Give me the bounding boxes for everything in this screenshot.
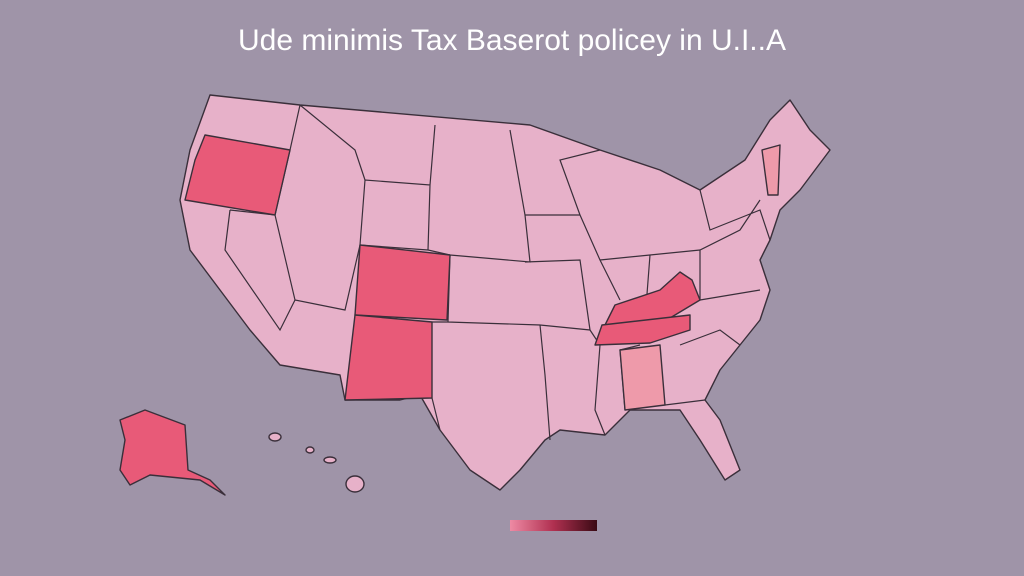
alabama — [619, 344, 666, 411]
tennessee — [594, 314, 691, 346]
new-mexico — [344, 314, 433, 401]
oregon — [184, 134, 291, 216]
map-title: Ude minimis Tax Baserot policey in U.I..… — [238, 24, 786, 57]
vermont — [761, 144, 781, 196]
contiguous-us — [179, 94, 831, 491]
color-legend — [510, 520, 597, 531]
us-map — [119, 94, 831, 496]
alaska — [119, 409, 226, 496]
colorado — [354, 244, 451, 321]
hawaii — [268, 432, 365, 493]
